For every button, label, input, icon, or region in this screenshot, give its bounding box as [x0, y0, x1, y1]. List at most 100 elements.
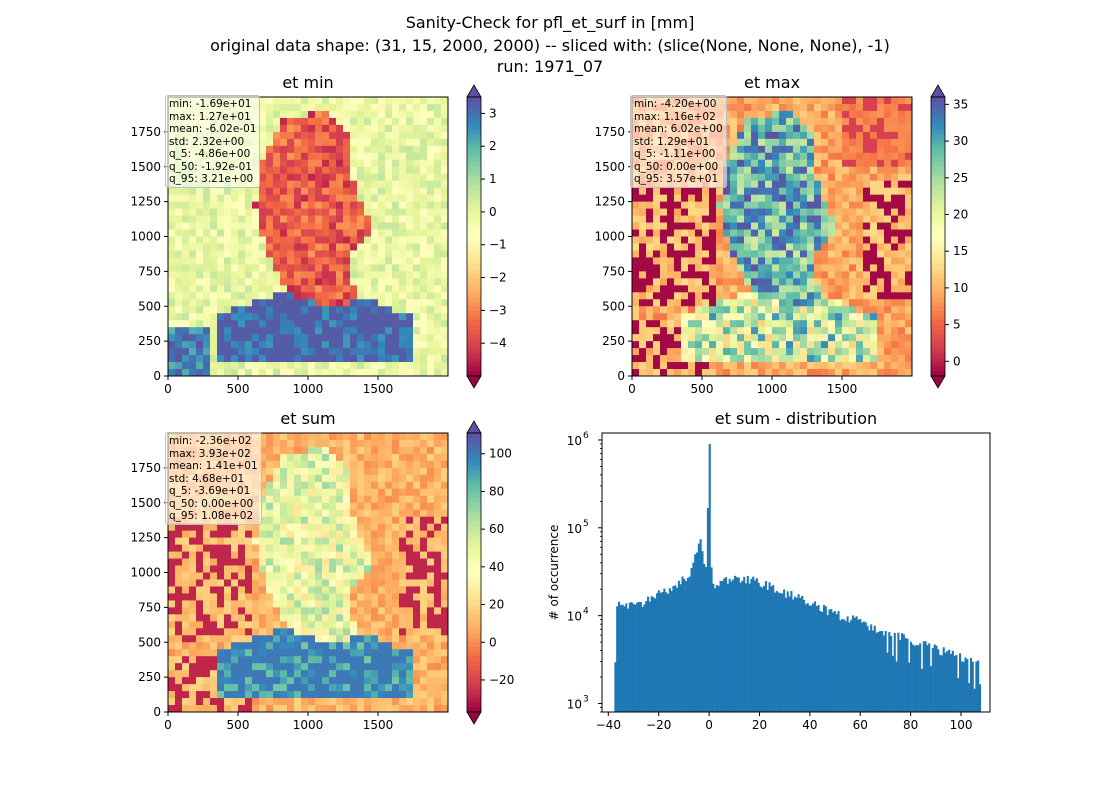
- heatmap-cell: [287, 628, 295, 636]
- heatmap-cell: [681, 243, 689, 251]
- heatmap-cell: [350, 691, 358, 699]
- heatmap-cell: [371, 173, 379, 182]
- heatmap-cell: [238, 187, 246, 196]
- heatmap-cell: [863, 201, 871, 210]
- heatmap-cell: [245, 628, 253, 636]
- heatmap-cell: [814, 208, 822, 217]
- heatmap-cell: [231, 649, 239, 657]
- heatmap-cell: [266, 103, 274, 112]
- heatmap-cell: [287, 530, 295, 539]
- heatmap-cell: [273, 362, 281, 370]
- heatmap-cell: [884, 369, 892, 377]
- heatmap-cell: [322, 656, 330, 664]
- heatmap-cell: [301, 439, 309, 448]
- heatmap-cell: [329, 285, 337, 293]
- heatmap-cell: [182, 698, 190, 706]
- heatmap-cell: [322, 334, 330, 342]
- heatmap-cell: [189, 285, 197, 293]
- heatmap-cell: [308, 670, 316, 678]
- heatmap-cell: [434, 201, 442, 210]
- heatmap-cell: [238, 264, 246, 272]
- heatmap-cell: [252, 271, 260, 279]
- heatmap-cell: [301, 691, 309, 699]
- heatmap-cell: [259, 285, 267, 293]
- heatmap-cell: [350, 670, 358, 678]
- heatmap-cell: [744, 208, 752, 217]
- heatmap-cell: [744, 362, 752, 370]
- heatmap-cell: [723, 264, 731, 272]
- heatmap-cell: [336, 103, 344, 112]
- heatmap-cell: [273, 565, 281, 573]
- heatmap-cell: [378, 467, 386, 476]
- heatmap-cell: [413, 320, 421, 328]
- heatmap-cell: [294, 684, 302, 692]
- heatmap-cell: [420, 173, 428, 182]
- heatmap-cell: [807, 222, 815, 231]
- heatmap-cell: [175, 292, 183, 300]
- heatmap-cell: [210, 698, 218, 706]
- heatmap-cell: [315, 215, 323, 224]
- heatmap-cell: [427, 292, 435, 300]
- heatmap-cell: [392, 229, 400, 237]
- heatmap-cell: [231, 348, 239, 356]
- heatmap-cell: [434, 509, 442, 518]
- heatmap-cell: [744, 285, 752, 293]
- heatmap-cell: [217, 208, 225, 217]
- heatmap-cell: [343, 138, 351, 147]
- heatmap-cell: [385, 642, 393, 650]
- heatmap-cell: [315, 579, 323, 587]
- heatmap-cell: [730, 299, 738, 307]
- heatmap-cell: [378, 152, 386, 161]
- heatmap-cell: [800, 103, 808, 112]
- heatmap-cell: [189, 306, 197, 314]
- heatmap-cell: [175, 677, 183, 685]
- heatmap-cell: [364, 103, 372, 112]
- heatmap-cell: [898, 187, 906, 196]
- heatmap-cell: [287, 523, 295, 532]
- heatmap-cell: [308, 173, 316, 182]
- heatmap-cell: [751, 341, 759, 349]
- heatmap-cell: [688, 264, 696, 272]
- heatmap-cell: [723, 327, 731, 335]
- heatmap-cell: [203, 194, 211, 203]
- heatmap-cell: [842, 292, 850, 300]
- heatmap-cell: [245, 586, 253, 594]
- heatmap-cell: [189, 215, 197, 224]
- heatmap-cell: [828, 138, 836, 147]
- heatmap-cell: [905, 103, 913, 112]
- heatmap-cell: [667, 320, 675, 328]
- heatmap-cell: [420, 271, 428, 279]
- colorbar-tick-label: 3: [489, 106, 497, 120]
- heatmap-cell: [350, 593, 358, 601]
- heatmap-cell: [266, 334, 274, 342]
- heatmap-cell: [322, 691, 330, 699]
- heatmap-cell: [779, 103, 787, 112]
- heatmap-cell: [315, 299, 323, 307]
- heatmap-cell: [842, 138, 850, 147]
- heatmap-cell: [378, 698, 386, 706]
- heatmap-cell: [702, 292, 710, 300]
- heatmap-cell: [730, 145, 738, 154]
- heatmap-cell: [786, 145, 794, 154]
- heatmap-cell: [196, 614, 204, 622]
- heatmap-cell: [884, 215, 892, 224]
- heatmap-cell: [203, 537, 211, 546]
- heatmap-cell: [259, 334, 267, 342]
- heatmap-cell: [632, 187, 640, 196]
- heatmap-cell: [392, 433, 400, 441]
- heatmap-cell: [800, 138, 808, 147]
- heatmap-cell: [336, 362, 344, 370]
- heatmap-cell: [182, 222, 190, 231]
- heatmap-cell: [364, 327, 372, 335]
- heatmap-cell: [688, 250, 696, 258]
- colorbar-segment: [467, 106, 481, 112]
- heatmap-cell: [238, 551, 246, 560]
- heatmap-cell: [413, 180, 421, 189]
- heatmap-cell: [301, 313, 309, 321]
- heatmap-cell: [343, 236, 351, 244]
- heatmap-cell: [336, 222, 344, 231]
- heatmap-cell: [646, 306, 654, 314]
- heatmap-cell: [702, 215, 710, 224]
- heatmap-cell: [413, 110, 421, 119]
- heatmap-cell: [399, 215, 407, 224]
